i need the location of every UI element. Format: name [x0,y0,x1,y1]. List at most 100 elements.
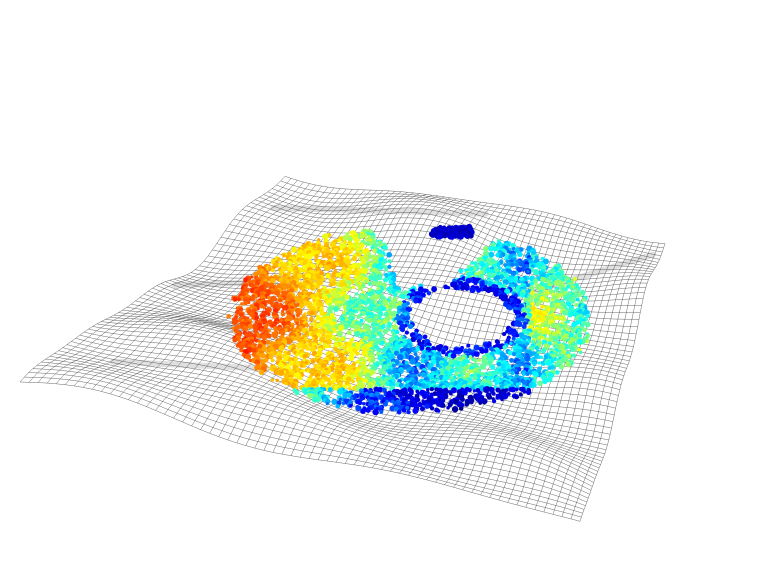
lidar-point [337,388,344,395]
lidar-point [284,381,288,386]
lidar-point [521,324,527,330]
lidar-point [515,387,519,392]
lidar-point [312,286,316,290]
lidar-point [507,368,512,373]
lidar-point [455,384,462,391]
lidar-point [576,292,582,298]
terrain-mesh-lines [19,176,666,522]
lidar-point [526,283,531,288]
lidar-point [553,279,561,286]
lidar-point [500,363,506,370]
lidar-point [493,290,500,297]
lidar-point [454,367,459,373]
lidar-point [296,342,303,349]
lidar-point [327,387,333,393]
lidar-point [510,262,515,267]
lidar-point [351,255,357,262]
lidar-point [566,319,570,324]
lidar-point [400,327,406,333]
lidar-point [537,361,542,365]
lidar-point [299,364,304,368]
lidar-point [346,248,353,255]
lidar-point [270,358,275,363]
lidar-point [365,407,371,413]
lidar-point [353,237,359,243]
lidar-point [384,274,389,279]
lidar-point [253,271,259,278]
lidar-point [319,270,325,276]
lidar-point [316,279,323,286]
lidar-point [332,305,340,312]
lidar-point [562,337,567,342]
lidar-point [324,344,329,349]
lidar-point [547,336,554,343]
lidar-point [232,296,238,302]
lidar-point [394,388,401,396]
lidar-point [237,297,241,302]
lidar-point [319,264,323,268]
lidar-point [531,382,537,388]
lidar-point [308,318,313,322]
lidar-point [372,408,379,416]
lidar-point [259,327,264,332]
lidar-point [294,357,299,362]
lidar-point [462,365,468,372]
lidar-point [314,254,319,259]
lidar-point [387,264,392,269]
lidar-point [278,277,283,282]
lidar-point [473,351,480,357]
lidar-point [286,271,292,276]
lidar-point [363,279,369,284]
lidar-point [379,409,384,414]
lidar-point [451,406,459,413]
lidar-point [372,248,378,254]
lidar-point [354,330,361,338]
lidar-point [326,377,332,383]
lidar-point [441,349,446,355]
lidar-point [502,345,507,350]
lidar-point [359,366,364,371]
lidar-point [406,409,411,415]
lidar-point [321,250,325,255]
lidar-point [267,312,271,317]
lidar-point [291,246,298,253]
lidar-point [473,280,478,286]
lidar-point [379,380,387,387]
lidar-point [574,302,579,307]
lidar-point [486,394,493,400]
lidar-point [378,265,384,271]
lidar-point [454,371,459,377]
lidar-point [357,400,363,406]
lidar-point [382,328,388,335]
lidar-point [582,327,587,333]
lidar-point [431,286,438,293]
lidar-point [547,366,552,370]
lidar-point [440,403,446,408]
lidar-point [446,285,450,290]
lidar-point [511,247,516,251]
lidar-point [397,353,404,361]
lidar-point [554,362,560,368]
lidar-point [454,360,461,367]
lidar-point [508,330,513,335]
lidar-point [541,362,546,366]
lidar-point [581,307,585,312]
lidar-point [507,350,513,356]
lidar-point [232,337,238,343]
lidar-point [278,273,283,277]
lidar-point [472,374,478,380]
lidar-point [370,357,376,363]
lidar-point [495,395,500,400]
lidar-point [470,260,475,265]
lidar-point [278,370,285,377]
lidar-point [422,334,428,340]
lidar-point [261,334,268,341]
lidar-point [537,264,543,270]
lidar-point [499,373,503,378]
lidar-point [265,339,271,345]
lidar-point [386,345,391,349]
lidar-point [328,282,333,287]
lidar-point [243,277,249,283]
lidar-point [585,339,589,344]
